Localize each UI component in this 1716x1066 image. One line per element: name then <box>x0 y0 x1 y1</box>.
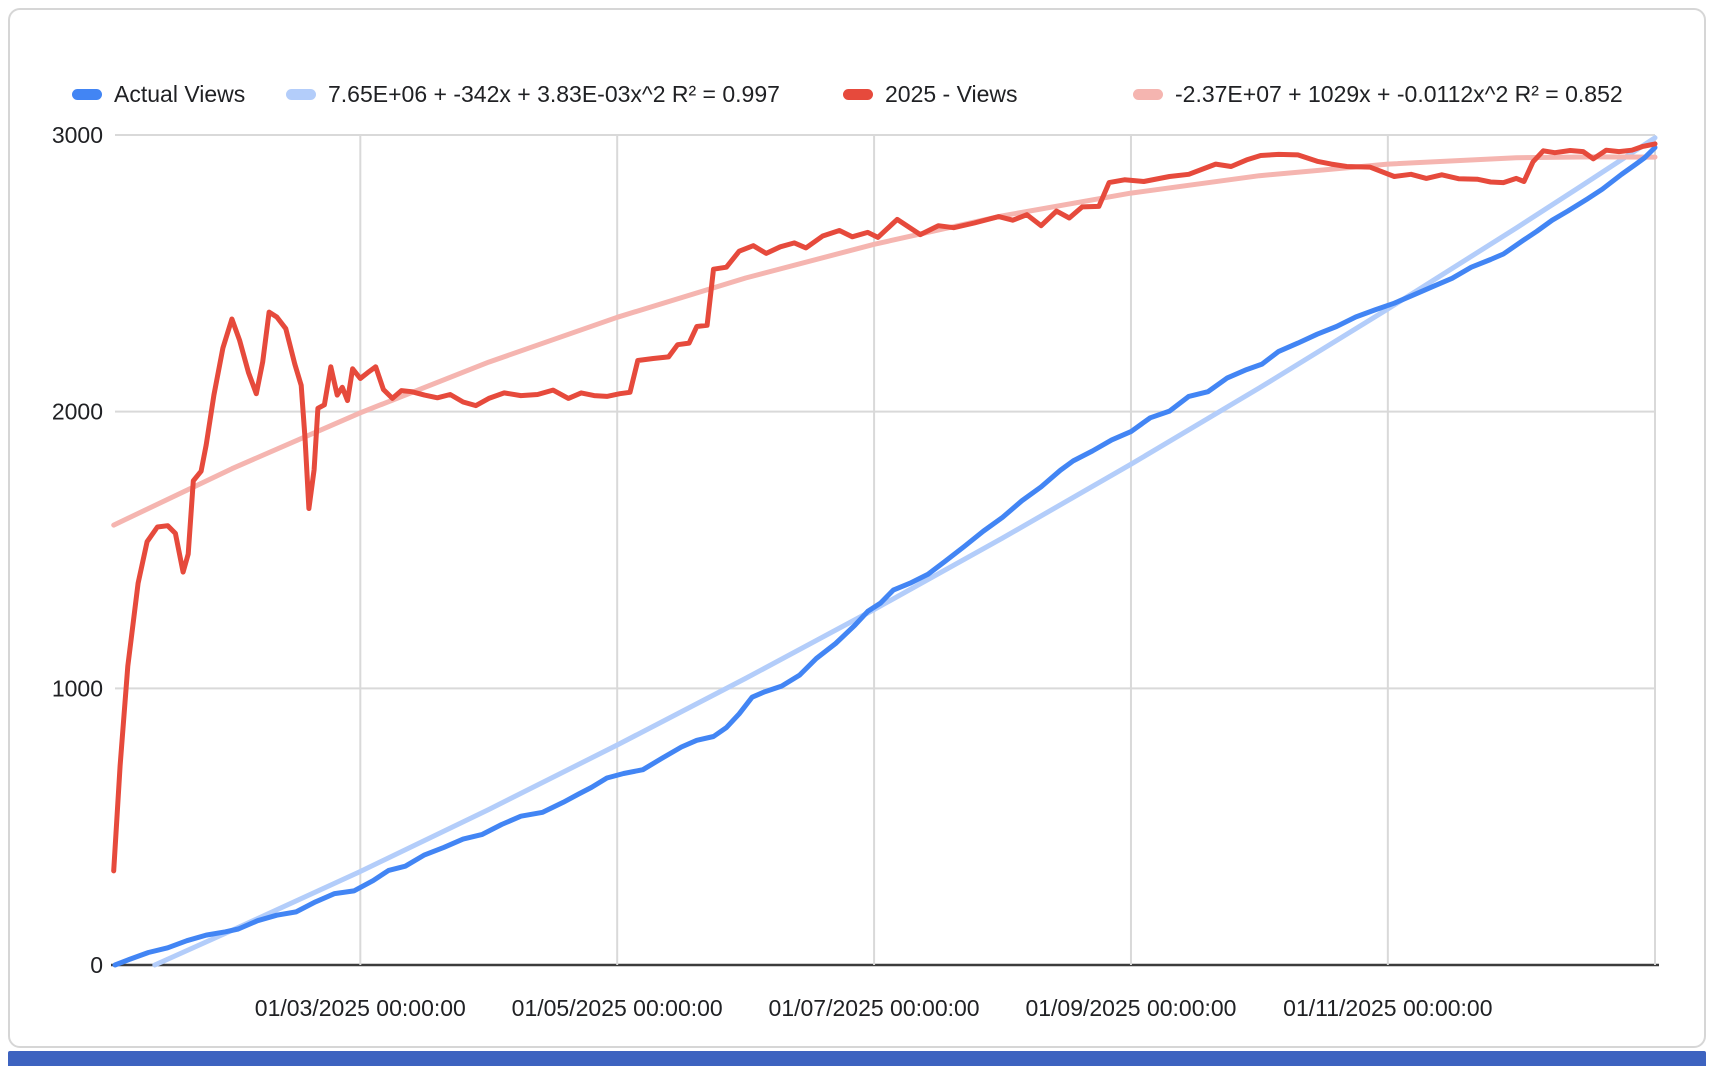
legend-item-actual-views-trend: 7.65E+06 + -342x + 3.83E-03x^2 R² = 0.99… <box>286 80 780 108</box>
legend-label-views-2025-trend: -2.37E+07 + 1029x + -0.0112x^2 R² = 0.85… <box>1175 80 1623 107</box>
legend-item-views-2025: 2025 - Views <box>843 80 1018 108</box>
y-tick-label-2000: 2000 <box>52 399 103 425</box>
bottom-blue-bar <box>8 1051 1706 1066</box>
x-tick-label-2: 01/07/2025 00:00:00 <box>769 995 980 1021</box>
x-tick-label-0: 01/03/2025 00:00:00 <box>255 995 466 1021</box>
legend-label-actual-views: Actual Views <box>114 80 246 107</box>
legend-label-views-2025: 2025 - Views <box>885 80 1018 107</box>
series-line-actual-views <box>112 145 1658 968</box>
series-line-views-2025-trend <box>111 154 1658 528</box>
x-tick-label-1: 01/05/2025 00:00:00 <box>512 995 723 1021</box>
legend-item-actual-views: Actual Views <box>72 80 245 108</box>
views-2025-swatch <box>843 88 873 100</box>
actual-views-trend-swatch <box>286 88 316 100</box>
legend-item-views-2025-trend: -2.37E+07 + 1029x + -0.0112x^2 R² = 0.85… <box>1133 80 1623 108</box>
legend-label-actual-views-trend: 7.65E+06 + -342x + 3.83E-03x^2 R² = 0.99… <box>328 80 780 107</box>
chart-legend: Actual Views 7.65E+06 + -342x + 3.83E-03… <box>0 80 1716 108</box>
y-tick-label-1000: 1000 <box>52 675 103 701</box>
y-tick-label-3000: 3000 <box>52 122 103 148</box>
series-line-actual-views-trend <box>152 135 1658 968</box>
x-tick-label-4: 01/11/2025 00:00:00 <box>1283 995 1492 1021</box>
x-tick-label-3: 01/09/2025 00:00:00 <box>1025 995 1236 1021</box>
chart-card[interactable] <box>8 8 1706 1048</box>
y-tick-label-0: 0 <box>90 952 103 978</box>
views-2025-trend-swatch <box>1133 88 1163 100</box>
actual-views-swatch <box>72 88 102 100</box>
series-line-views-2025 <box>111 141 1658 874</box>
